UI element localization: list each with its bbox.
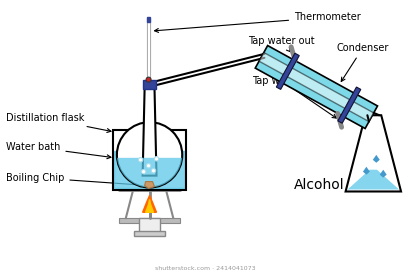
Bar xyxy=(113,130,186,190)
Text: Condenser: Condenser xyxy=(337,43,389,81)
Polygon shape xyxy=(338,87,361,123)
Bar xyxy=(139,218,160,232)
Bar xyxy=(114,151,185,188)
Polygon shape xyxy=(259,52,374,122)
Circle shape xyxy=(139,158,143,162)
Polygon shape xyxy=(363,167,370,175)
Text: Tap water out: Tap water out xyxy=(247,36,314,52)
Text: Tap water in: Tap water in xyxy=(252,76,336,118)
Circle shape xyxy=(154,157,159,161)
Text: Thermometer: Thermometer xyxy=(155,12,361,32)
Polygon shape xyxy=(145,182,155,188)
Bar xyxy=(147,17,150,22)
Circle shape xyxy=(151,169,156,173)
Text: shutterstock.com · 2414041073: shutterstock.com · 2414041073 xyxy=(155,266,255,271)
Polygon shape xyxy=(276,53,299,89)
Text: Distillation flask: Distillation flask xyxy=(6,113,111,132)
Circle shape xyxy=(146,77,151,82)
Polygon shape xyxy=(117,155,182,188)
Polygon shape xyxy=(346,115,401,192)
Circle shape xyxy=(117,122,182,188)
Polygon shape xyxy=(143,88,157,176)
Polygon shape xyxy=(380,170,387,178)
Bar xyxy=(143,80,157,88)
Polygon shape xyxy=(145,199,154,212)
Polygon shape xyxy=(373,155,380,163)
Text: Boiling Chip: Boiling Chip xyxy=(6,173,145,187)
Text: Water bath: Water bath xyxy=(6,142,111,159)
Polygon shape xyxy=(348,170,399,190)
Circle shape xyxy=(146,164,151,168)
Text: Alcohol: Alcohol xyxy=(294,173,365,192)
Bar xyxy=(134,231,165,236)
Bar xyxy=(119,218,180,223)
Polygon shape xyxy=(255,46,378,129)
Circle shape xyxy=(141,169,146,174)
Polygon shape xyxy=(143,195,157,212)
